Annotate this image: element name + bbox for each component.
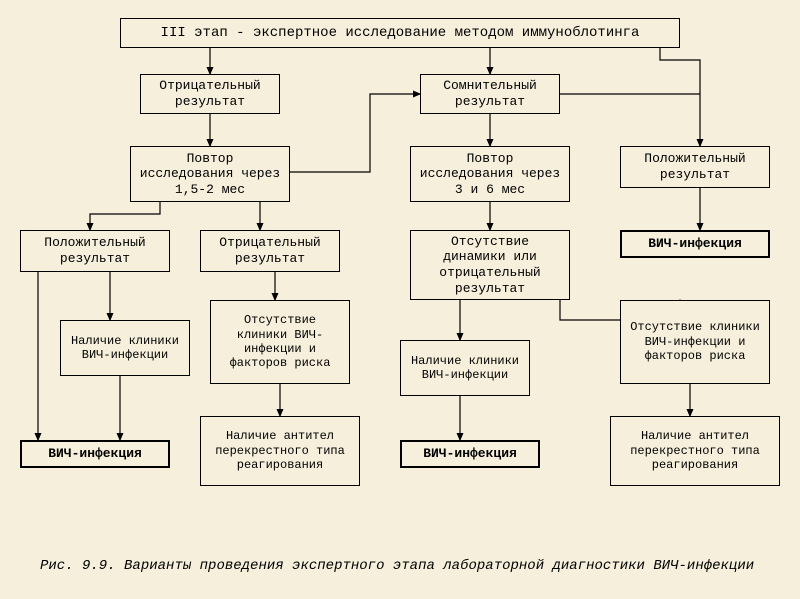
node-root: III этап - экспертное исследование метод… xyxy=(120,18,680,48)
node-nodyn: Отсутствие динамики или отрицательный ре… xyxy=(410,230,570,300)
node-rep36: Повтор исследования через 3 и 6 мес xyxy=(410,146,570,202)
node-hivR: ВИЧ-инфекция xyxy=(620,230,770,258)
node-clinL: Наличие клиники ВИЧ-инфекции xyxy=(60,320,190,376)
node-clinM: Наличие клиники ВИЧ-инфекции xyxy=(400,340,530,396)
node-pos: Положительный результат xyxy=(620,146,770,188)
flowchart-canvas: III этап - экспертное исследование метод… xyxy=(0,0,800,599)
node-neg: Отрицательный результат xyxy=(140,74,280,114)
node-noclinL: Отсутствие клиники ВИЧ-инфекции и фактор… xyxy=(210,300,350,384)
node-crossL: Наличие антител перекрестного типа реаги… xyxy=(200,416,360,486)
node-doubt: Сомнительный результат xyxy=(420,74,560,114)
figure-caption: Рис. 9.9. Варианты проведения экспертног… xyxy=(40,558,754,574)
node-noclinR: Отсутствие клиники ВИЧ-инфекции и фактор… xyxy=(620,300,770,384)
node-negL: Отрицательный результат xyxy=(200,230,340,272)
node-hivM: ВИЧ-инфекция xyxy=(400,440,540,468)
caption-text: Варианты проведения экспертного этапа ла… xyxy=(124,558,754,574)
node-crossR: Наличие антител перекрестного типа реаги… xyxy=(610,416,780,486)
node-posL: Положительный результат xyxy=(20,230,170,272)
caption-label: Рис. 9.9. xyxy=(40,558,116,574)
node-hivL: ВИЧ-инфекция xyxy=(20,440,170,468)
node-rep15: Повтор исследования через 1,5-2 мес xyxy=(130,146,290,202)
